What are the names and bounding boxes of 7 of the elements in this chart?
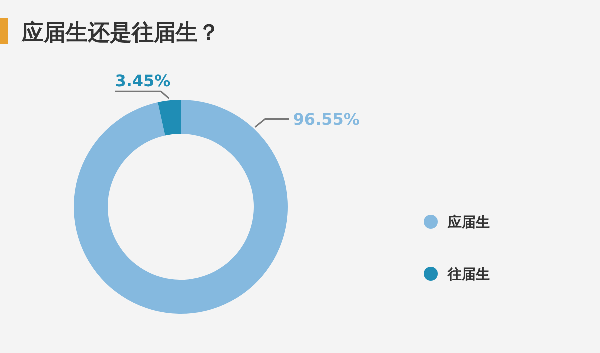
- legend-label: 往届生: [447, 267, 490, 283]
- legend-label: 应届生: [447, 214, 490, 231]
- chart-title: 应届生还是往届生？: [21, 20, 220, 46]
- data-label: 3.45%: [115, 72, 171, 91]
- donut-slice: [158, 100, 181, 136]
- donut-slice: [74, 100, 288, 314]
- data-label: 96.55%: [293, 110, 360, 130]
